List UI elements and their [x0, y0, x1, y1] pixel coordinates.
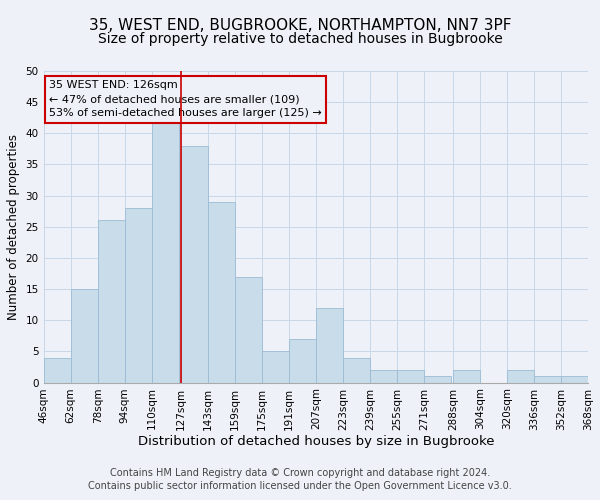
Bar [152, 121, 179, 382]
Bar [235, 276, 262, 382]
Bar [181, 146, 208, 382]
Bar [208, 202, 235, 382]
Bar [71, 289, 98, 382]
Bar [289, 339, 316, 382]
Bar [343, 358, 370, 382]
Y-axis label: Number of detached properties: Number of detached properties [7, 134, 20, 320]
Bar [507, 370, 534, 382]
Bar [370, 370, 397, 382]
Text: Contains HM Land Registry data © Crown copyright and database right 2024.: Contains HM Land Registry data © Crown c… [110, 468, 490, 477]
Text: 35 WEST END: 126sqm
← 47% of detached houses are smaller (109)
53% of semi-detac: 35 WEST END: 126sqm ← 47% of detached ho… [49, 80, 322, 118]
Text: Contains public sector information licensed under the Open Government Licence v3: Contains public sector information licen… [88, 481, 512, 491]
Bar [44, 358, 71, 382]
Bar [534, 376, 561, 382]
Bar [262, 352, 289, 382]
Bar [397, 370, 424, 382]
Bar [453, 370, 480, 382]
Bar [424, 376, 451, 382]
Bar [316, 308, 343, 382]
Bar [98, 220, 125, 382]
Bar [125, 208, 152, 382]
X-axis label: Distribution of detached houses by size in Bugbrooke: Distribution of detached houses by size … [137, 435, 494, 448]
Text: Size of property relative to detached houses in Bugbrooke: Size of property relative to detached ho… [98, 32, 502, 46]
Bar [561, 376, 588, 382]
Text: 35, WEST END, BUGBROOKE, NORTHAMPTON, NN7 3PF: 35, WEST END, BUGBROOKE, NORTHAMPTON, NN… [89, 18, 511, 32]
